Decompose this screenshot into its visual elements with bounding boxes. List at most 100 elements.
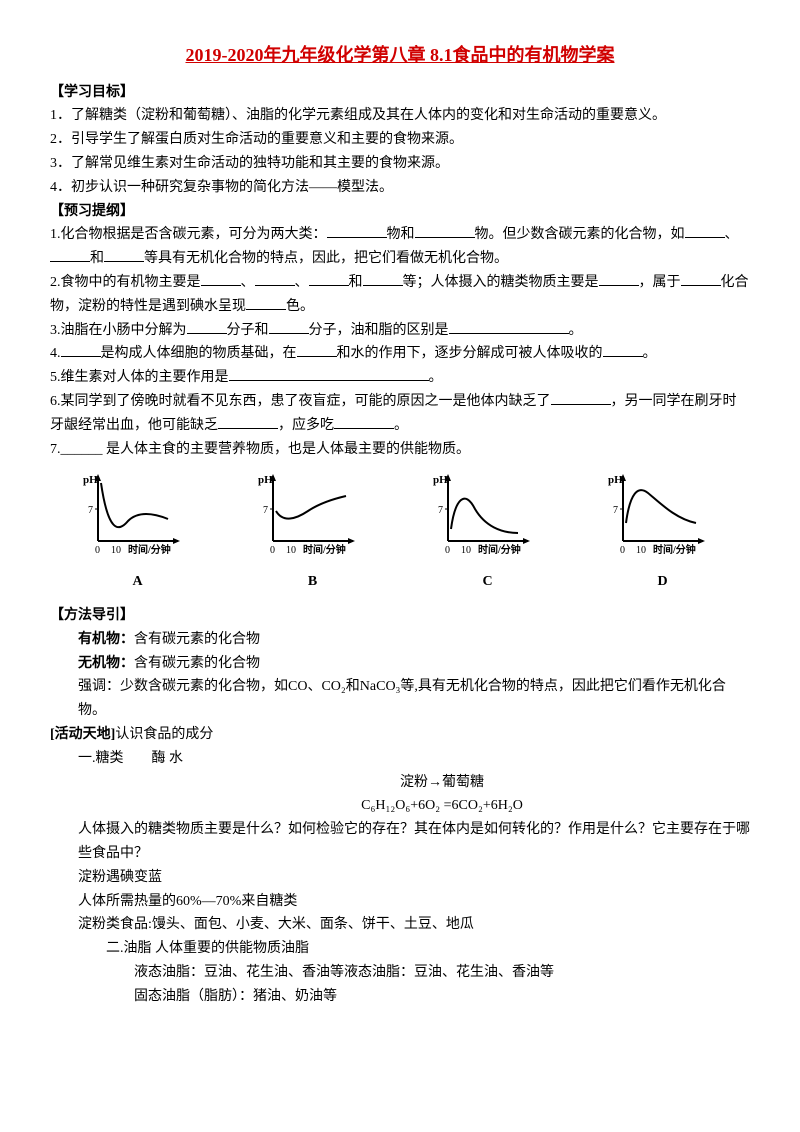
svg-text:0: 0	[270, 545, 275, 556]
blank	[297, 342, 337, 357]
chart-d: pH 7 0 10 时间/分钟 D	[608, 471, 718, 594]
chart-a: pH 7 0 10 时间/分钟 A	[83, 471, 193, 594]
text: 和	[349, 275, 363, 290]
preview-item-1: 1.化合物根据是否含碳元素，可分为两大类：物和物。但少数含碳元素的化合物，如、和…	[50, 223, 750, 271]
chart-b: pH 7 0 10 时间/分钟 B	[258, 471, 368, 594]
text: 等；人体摄入的糖类物质主要是	[403, 275, 599, 290]
text: 。	[643, 346, 657, 361]
activity-heading: [活动天地]认识食品的成分	[50, 723, 750, 747]
chart-svg: pH 7 0 10 时间/分钟	[83, 471, 193, 561]
preview-item-6: 6.某同学到了傍晚时就看不见东西，患了夜盲症，可能的原因之一是他体内缺乏了，另一…	[50, 390, 750, 438]
blank	[218, 414, 278, 429]
text: 、	[725, 227, 739, 242]
preview-item-2: 2.食物中的有机物主要是、、和等；人体摄入的糖类物质主要是，属于化合物，淀粉的特…	[50, 271, 750, 319]
blank	[255, 271, 295, 286]
blank	[269, 319, 309, 334]
xtick1: 10	[111, 545, 121, 556]
blank	[201, 271, 241, 286]
sugar-answer-2: 人体所需热量的60%—70%来自糖类	[78, 890, 750, 914]
text: 4.	[50, 346, 61, 361]
text: 3.油脂在小肠中分解为	[50, 323, 187, 338]
blank	[363, 271, 403, 286]
svg-text:时间/分钟: 时间/分钟	[478, 543, 521, 556]
chart-svg: pH 7 0 10 时间/分钟	[608, 471, 718, 561]
chart-label: A	[83, 570, 193, 594]
text: ，属于	[639, 275, 681, 290]
text: 、	[295, 275, 309, 290]
blank	[50, 247, 90, 262]
text: 6.某同学到了傍晚时就看不见东西，患了夜盲症，可能的原因之一是他体内缺乏了	[50, 394, 551, 409]
oil-heading: 二.油脂 人体重要的供能物质油脂	[106, 937, 750, 961]
oil-liquid: 液态油脂：豆油、花生油、香油等液态油脂：豆油、花生油、香油等	[134, 961, 750, 985]
preview-item-5: 5.维生素对人体的主要作用是。	[50, 366, 750, 390]
svg-text:10: 10	[286, 545, 296, 556]
svg-text:7: 7	[263, 505, 268, 516]
svg-text:pH: pH	[433, 474, 448, 486]
goal-item: 1．了解糖类（淀粉和葡萄糖）、油脂的化学元素组成及其在人体内的变化和对生命活动的…	[50, 104, 750, 128]
method-heading: 【方法导引】	[50, 604, 750, 628]
sugar-answer-3: 淀粉类食品:馒头、面包、小麦、大米、面条、饼干、土豆、地瓜	[78, 913, 750, 937]
svg-text:10: 10	[461, 545, 471, 556]
xtick0: 0	[95, 545, 100, 556]
blank	[415, 223, 475, 238]
blank	[327, 223, 387, 238]
xlabel: 时间/分钟	[128, 543, 171, 556]
text: 含有碳元素的化合物	[134, 656, 260, 671]
blank	[309, 271, 349, 286]
sugar-answer-1: 淀粉遇碘变蓝	[78, 866, 750, 890]
starch-conversion: 淀粉→葡萄糖	[134, 771, 750, 795]
preview-heading: 【预习提纲】	[50, 200, 750, 224]
goals-heading: 【学习目标】	[50, 81, 750, 105]
svg-text:pH: pH	[608, 474, 623, 486]
blank	[449, 319, 569, 334]
blank	[104, 247, 144, 262]
charts-row: pH 7 0 10 时间/分钟 A pH 7 0 10 时间/分钟 B	[50, 471, 750, 594]
goal-item: 2．引导学生了解蛋白质对生命活动的重要意义和主要的食物来源。	[50, 128, 750, 152]
goal-item: 3．了解常见维生素对生命活动的独特功能和其主要的食物来源。	[50, 152, 750, 176]
preview-item-4: 4. 是构成人体细胞的物质基础，在 和水的作用下，逐步分解成可被人体吸收的 。	[50, 342, 750, 366]
blank	[61, 342, 101, 357]
blank	[551, 390, 611, 405]
chart-label: C	[433, 570, 543, 594]
blank	[603, 342, 643, 357]
blank	[685, 223, 725, 238]
text: 、	[241, 275, 255, 290]
text: ，应多吃	[278, 418, 334, 433]
text: 是构成人体细胞的物质基础，在	[101, 346, 297, 361]
chart-svg: pH 7 0 10 时间/分钟	[433, 471, 543, 561]
chart-c: pH 7 0 10 时间/分钟 C	[433, 471, 543, 594]
text: 认识食品的成分	[115, 727, 213, 742]
chart-label: B	[258, 570, 368, 594]
blank	[334, 414, 394, 429]
sugar-heading: 一.糖类 酶 水	[78, 747, 750, 771]
text: 物和	[387, 227, 415, 242]
text: 和	[90, 251, 104, 266]
oil-solid: 固态油脂（脂肪）：猪油、奶油等	[134, 985, 750, 1009]
chart-svg: pH 7 0 10 时间/分钟	[258, 471, 368, 561]
goal-item: 4．初步认识一种研究复杂事物的简化方法——模型法。	[50, 176, 750, 200]
chart-label: D	[608, 570, 718, 594]
blank	[187, 319, 227, 334]
svg-text:7: 7	[613, 505, 618, 516]
text: 色。	[286, 299, 314, 314]
svg-text:0: 0	[445, 545, 450, 556]
blank	[246, 295, 286, 310]
text: 分子和	[227, 323, 269, 338]
svg-text:时间/分钟: 时间/分钟	[303, 543, 346, 556]
blank	[229, 366, 429, 381]
svg-text:7: 7	[438, 505, 443, 516]
text: 酶 水	[152, 751, 184, 766]
text: 和水的作用下，逐步分解成可被人体吸收的	[337, 346, 603, 361]
svg-text:时间/分钟: 时间/分钟	[653, 543, 696, 556]
text: 2.食物中的有机物主要是	[50, 275, 201, 290]
text: 一.糖类	[78, 751, 124, 766]
preview-item-7: 7.______ 是人体主食的主要营养物质，也是人体最主要的供能物质。	[50, 438, 750, 462]
text: 含有碳元素的化合物	[134, 632, 260, 647]
blank	[599, 271, 639, 286]
text: 。	[394, 418, 408, 433]
text: 5.维生素对人体的主要作用是	[50, 370, 229, 385]
method-emphasis: 强调：少数含碳元素的化合物，如CO、CO₂和NaCO₃等,具有无机化合物的特点，…	[78, 675, 750, 723]
sugar-question: 人体摄入的糖类物质主要是什么？如何检验它的存在？其在体内是如何转化的？作用是什么…	[78, 818, 750, 866]
label: 有机物：	[78, 632, 134, 647]
text: 。	[569, 323, 583, 338]
